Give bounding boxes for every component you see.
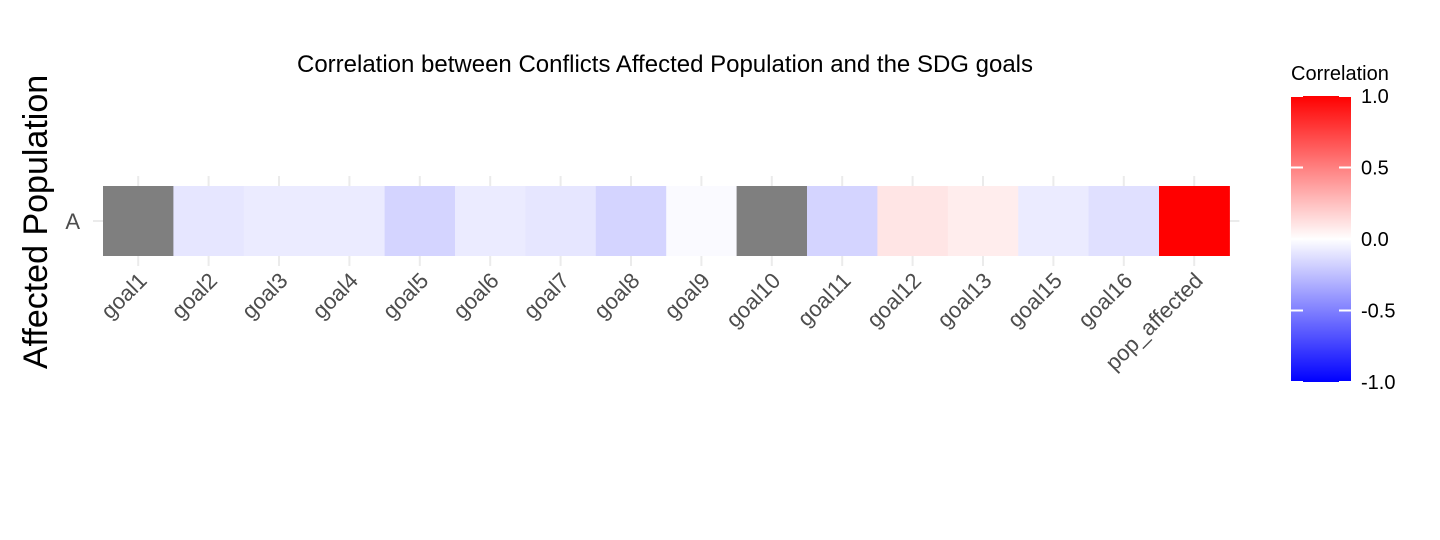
x-tick-label: goal13 bbox=[932, 268, 996, 332]
legend-title: Correlation bbox=[1291, 63, 1389, 85]
legend-tick-label: -0.5 bbox=[1361, 301, 1395, 323]
x-tick-label: goal7 bbox=[518, 268, 574, 324]
x-tick-label: goal9 bbox=[659, 268, 715, 324]
x-tick-label: goal3 bbox=[237, 268, 293, 324]
heatmap-cell bbox=[103, 186, 174, 256]
x-tick-label: goal16 bbox=[1073, 268, 1137, 332]
heatmap-cell bbox=[595, 186, 667, 256]
x-tick-label: goal10 bbox=[721, 268, 785, 332]
legend-tick-label: 0.5 bbox=[1361, 158, 1389, 180]
x-tick-label: goal4 bbox=[307, 268, 363, 324]
chart-title: Correlation between Conflicts Affected P… bbox=[297, 51, 1033, 78]
x-tick-label: goal1 bbox=[96, 268, 152, 324]
heatmap-cell bbox=[1018, 186, 1090, 256]
heatmap-cell bbox=[314, 186, 386, 256]
x-tick-label: goal12 bbox=[862, 268, 926, 332]
heatmap-cell bbox=[455, 186, 526, 256]
x-tick-label: goal5 bbox=[378, 268, 434, 324]
x-tick-label: goal6 bbox=[448, 268, 504, 324]
heatmap-cell bbox=[736, 186, 808, 256]
y-axis-ticks: A bbox=[65, 209, 80, 234]
y-tick-label: A bbox=[65, 209, 80, 234]
legend-tick-label: 1.0 bbox=[1361, 86, 1389, 108]
heatmap-cell bbox=[384, 186, 456, 256]
x-tick-label: goal8 bbox=[589, 268, 645, 324]
heatmap-cell bbox=[525, 186, 597, 256]
y-axis-title: Affected Population bbox=[17, 75, 55, 369]
legend-ticks: 1.0 0.5 0.0 -0.5 -1.0 bbox=[1291, 86, 1395, 394]
heatmap-cell bbox=[173, 186, 245, 256]
heatmap-cell bbox=[243, 186, 315, 256]
heatmap-cell bbox=[666, 186, 738, 256]
x-axis-ticks: goal1 goal2 goal3 goal4 goal5 goal6 goal7 goal8… bbox=[96, 268, 1208, 375]
heatmap-cell bbox=[1088, 186, 1160, 256]
legend-tick-label: -1.0 bbox=[1361, 372, 1395, 394]
heatmap-cell bbox=[1159, 186, 1230, 256]
x-tick-label: goal15 bbox=[1003, 268, 1067, 332]
x-tick-label: goal11 bbox=[792, 268, 855, 331]
legend-tick-label: 0.0 bbox=[1361, 229, 1389, 251]
x-tick-label: goal2 bbox=[166, 268, 222, 324]
color-legend: Correlation 1.0 0.5 0.0 -0.5 -1.0 bbox=[1291, 63, 1395, 394]
heatmap-cell bbox=[877, 186, 949, 256]
heatmap-cell bbox=[947, 186, 1019, 256]
heatmap-cell bbox=[807, 186, 878, 256]
heatmap-tiles bbox=[103, 186, 1230, 256]
